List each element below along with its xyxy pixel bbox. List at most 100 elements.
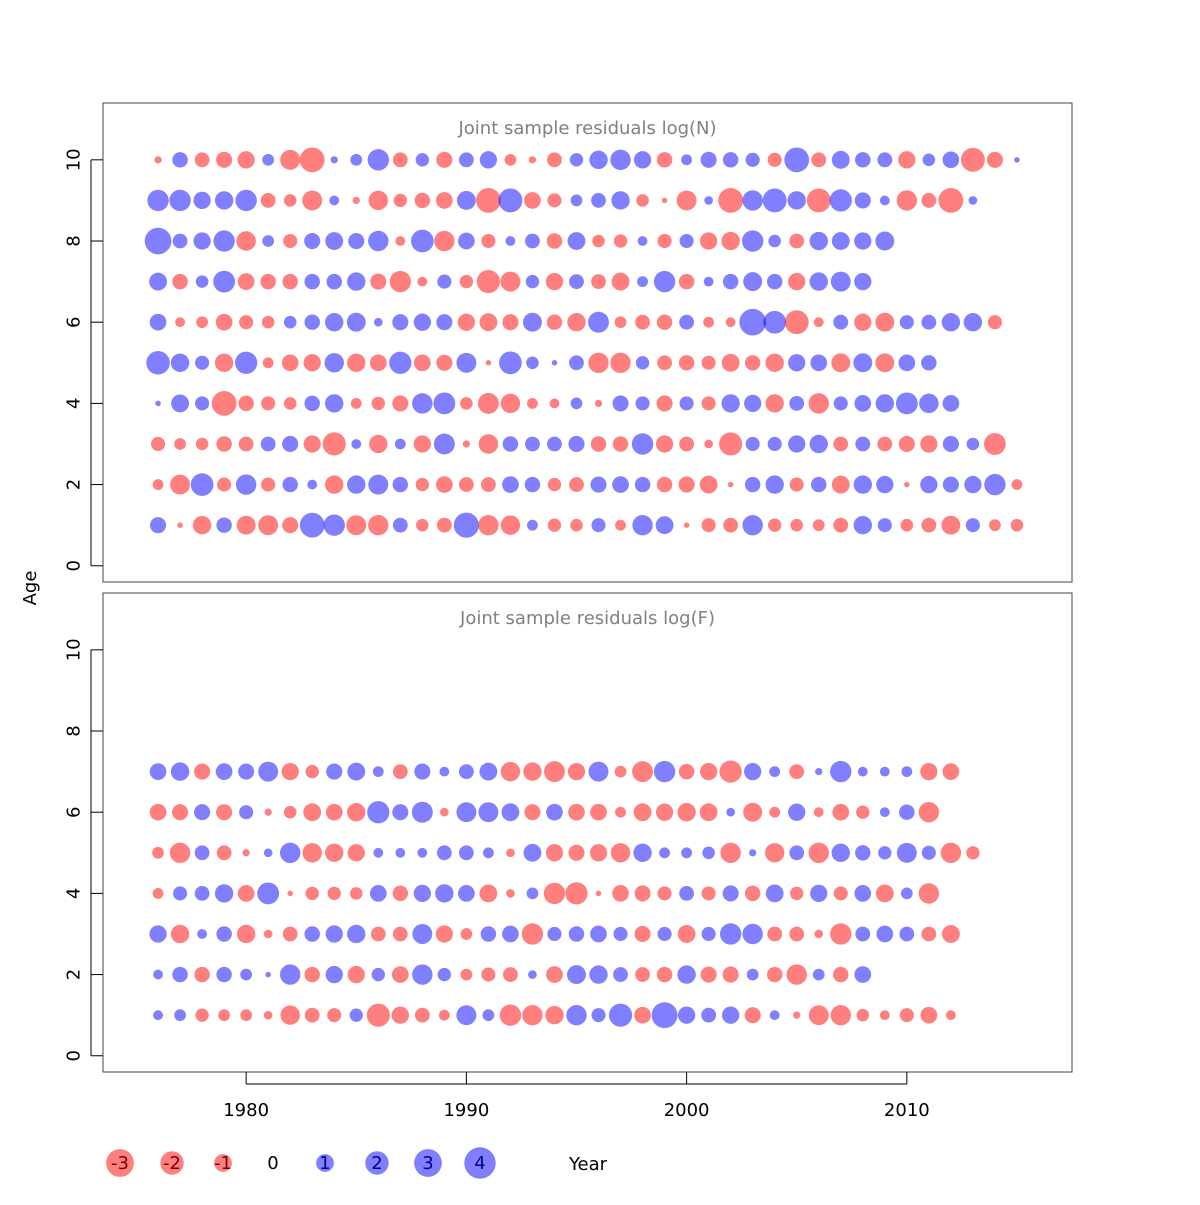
residual-bubble — [744, 762, 762, 781]
residual-bubble — [767, 152, 782, 167]
residual-bubble — [456, 352, 477, 373]
residual-bubble — [919, 393, 939, 414]
residual-bubble — [412, 924, 433, 944]
residual-bubble — [373, 317, 383, 327]
residual-bubble — [392, 764, 408, 780]
residual-bubble — [570, 194, 583, 207]
residual-bubble — [279, 964, 301, 985]
residual-bubble — [506, 848, 515, 858]
residual-bubble — [170, 474, 191, 495]
residual-bubble — [370, 926, 386, 942]
residual-bubble — [458, 152, 474, 168]
residual-bubble — [742, 190, 763, 211]
residual-bubble — [701, 926, 716, 942]
residual-bubble — [877, 518, 892, 533]
residual-bubble — [920, 762, 938, 781]
residual-bubble — [744, 394, 762, 413]
legend-bubble — [214, 1154, 232, 1172]
residual-bubble — [502, 476, 519, 493]
residual-bubble — [237, 273, 255, 290]
residual-bubble — [370, 273, 387, 290]
residual-bubble — [325, 925, 343, 943]
residual-bubble — [460, 928, 473, 940]
residual-bubble — [986, 151, 1003, 168]
residual-bubble — [784, 310, 809, 335]
residual-bubble — [718, 188, 744, 213]
legend-label: 1 — [319, 1153, 330, 1174]
residual-bubble — [218, 1009, 230, 1022]
residual-bubble — [392, 926, 408, 942]
residual-bubble — [657, 355, 672, 371]
residual-bubble — [633, 803, 652, 822]
residual-bubble — [900, 518, 914, 532]
residual-bubble — [216, 517, 232, 533]
y-tick-label: 4 — [64, 888, 85, 899]
residual-bubble — [677, 803, 696, 822]
residual-bubble — [410, 229, 434, 253]
residual-bubble — [615, 519, 626, 531]
residual-bubble — [651, 1002, 678, 1029]
residual-bubble — [216, 804, 233, 821]
residual-bubble — [433, 433, 455, 455]
residual-bubble — [551, 360, 558, 366]
panel-title: Joint sample residuals log(F) — [459, 608, 715, 629]
residual-bubble — [920, 435, 938, 453]
residual-bubble — [436, 151, 453, 168]
residual-bubble — [394, 438, 406, 450]
residual-bubble — [567, 762, 586, 781]
residual-bubble — [547, 518, 562, 532]
residual-bubble — [590, 803, 607, 821]
residual-bubble — [765, 394, 784, 413]
axes: 1980 1990 2000 2010 — [223, 1072, 930, 1121]
x-tick-label: 2000 — [664, 1100, 710, 1121]
residual-bubble — [831, 843, 850, 862]
residual-bubble — [170, 762, 190, 781]
residual-bubble — [875, 884, 894, 903]
residual-bubble — [547, 926, 562, 942]
residual-bubble — [392, 804, 409, 821]
residual-bubble — [855, 926, 871, 942]
residual-bubble — [348, 232, 365, 250]
residual-bubble — [831, 475, 850, 494]
residual-bubble — [194, 885, 210, 901]
residual-bubble — [656, 395, 673, 412]
residual-bubble — [439, 766, 450, 777]
residual-bubble — [480, 926, 497, 942]
residual-bubble — [766, 966, 783, 983]
residual-bubble — [546, 966, 563, 983]
residual-bubble — [368, 514, 389, 536]
residual-bubble — [590, 925, 607, 943]
residual-bubble — [263, 929, 273, 939]
residual-bubble — [898, 435, 915, 453]
residual-bubble — [478, 514, 499, 536]
residual-bubble — [414, 1007, 430, 1023]
residual-bubble — [323, 514, 345, 536]
residual-bubble — [677, 965, 696, 984]
residual-bubble — [478, 434, 499, 454]
residual-bubble — [347, 803, 366, 822]
residual-bubble — [679, 436, 695, 452]
residual-bubble — [371, 396, 385, 411]
residual-bubble — [282, 476, 298, 493]
residual-bubble — [481, 967, 496, 982]
residual-bubble — [152, 846, 164, 859]
residual-bubble — [592, 234, 605, 248]
residual-bubble — [631, 433, 654, 455]
residual-bubble — [704, 439, 713, 449]
residual-bubble — [498, 188, 523, 213]
residual-bubble — [347, 762, 366, 781]
residual-bubble — [655, 516, 674, 535]
residual-bubble — [984, 473, 1006, 496]
residual-bubble — [347, 353, 366, 372]
residual-bubble — [566, 1004, 587, 1026]
residual-bubble — [149, 272, 167, 291]
panels: Joint sample residuals log(N)0246810Join… — [64, 102, 1073, 1073]
residual-bubble — [414, 763, 431, 780]
residual-bubble — [588, 761, 609, 782]
residual-bubble — [789, 845, 805, 861]
residual-bubble — [393, 193, 407, 208]
residual-bubble — [261, 315, 275, 329]
residual-bubble — [304, 273, 320, 290]
residual-bubble — [415, 153, 430, 167]
residual-bubble — [479, 762, 498, 781]
